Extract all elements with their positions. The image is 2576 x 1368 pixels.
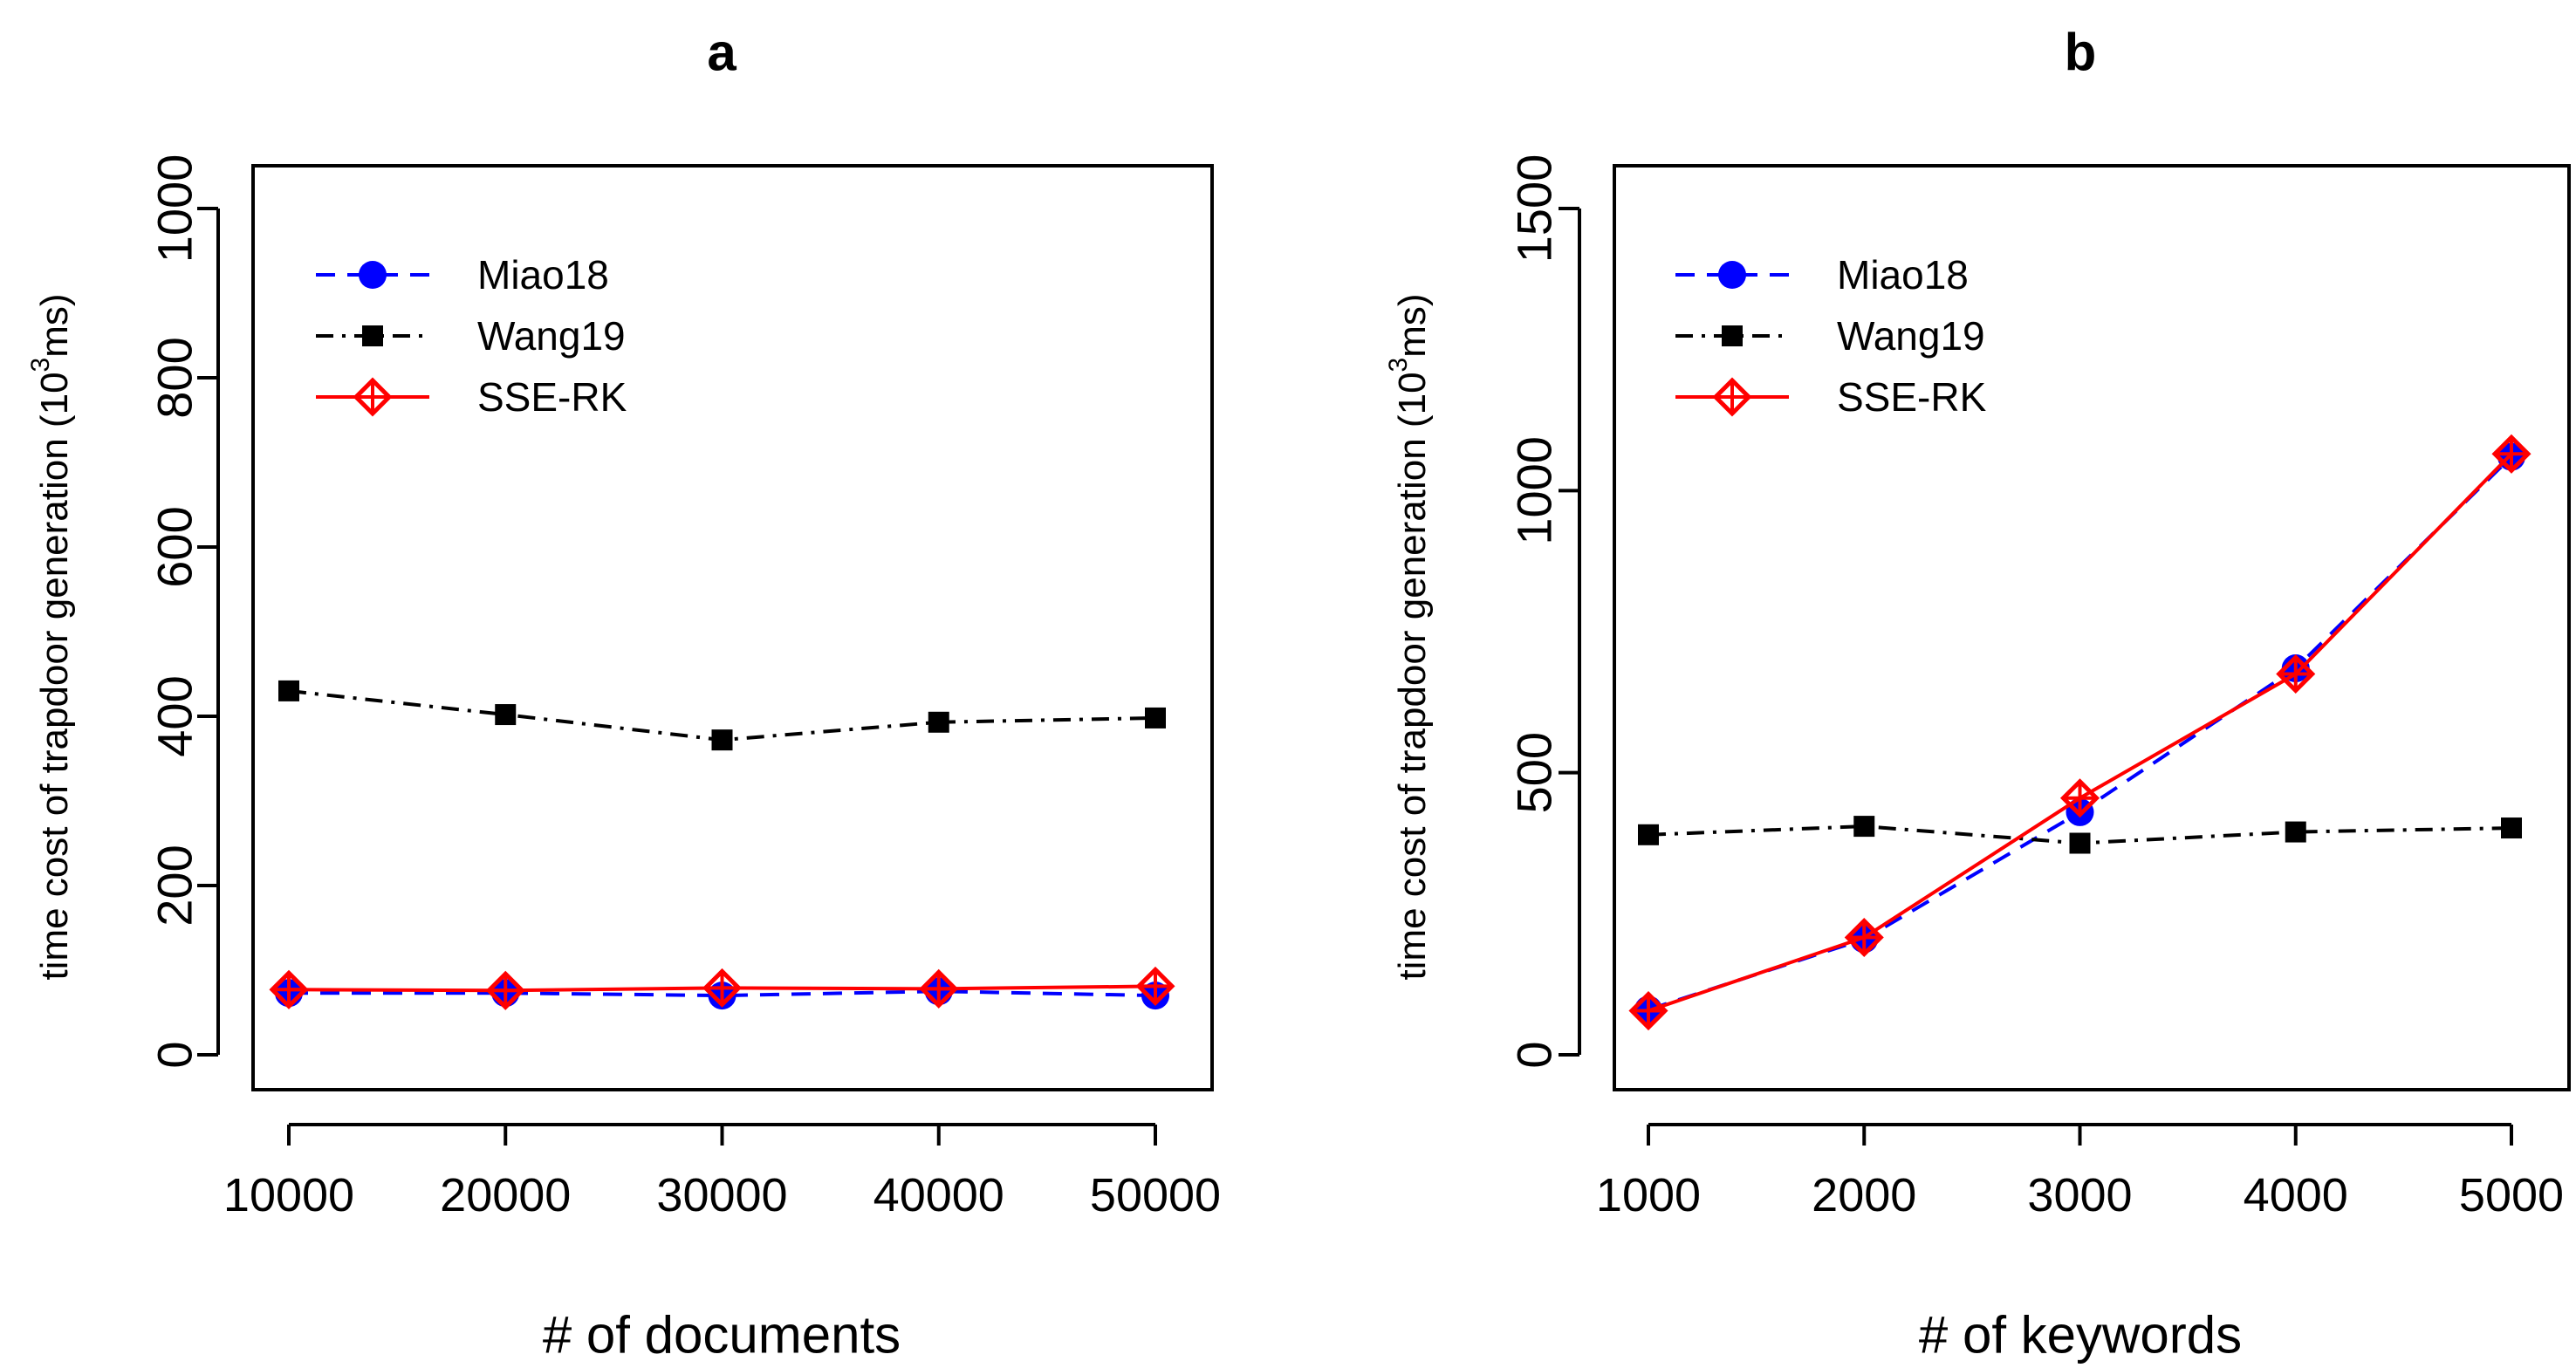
chart-b-series-miao18 [1634,442,2525,1024]
chart-a-y-label-unit-exp: 3 [26,358,55,373]
marker-wang19-2 [1853,816,1875,838]
chart-b-y-label-unit-prefix: ( [1391,414,1434,438]
chart-b-series-wang19 [1638,816,2522,854]
chart-b-legend-label-wang19: Wang19 [1837,313,1985,359]
chart-b-y-tick-label-1500: 1500 [1507,154,1562,263]
marker-sse-rk-2 [1844,917,1884,958]
chart-a-y-tick-label-200: 200 [147,845,202,926]
marker-wang19-3 [2069,832,2091,854]
marker-sse-rk-4 [919,968,959,1009]
chart-a-y-tick-label-800: 800 [147,337,202,418]
marker-wang19-5 [1145,707,1166,728]
chart-a-series-wang19 [278,680,1166,751]
chart-a-y-label-main: time cost of trapdoor generation [33,438,76,980]
chart-b-x-tick-label-4000: 4000 [2244,1169,2348,1221]
marker-legend-sse-rk-1 [1712,377,1752,417]
chart-b-legend: Miao18 Wang19 SSE-RK [1675,252,1987,420]
chart-b-x-tick-label-5000: 5000 [2459,1169,2564,1221]
chart-b: b 0 500 1000 1500 1000 2000 3000 4000 5000 # of ke… [1384,24,2571,1365]
marker-wang19-3 [711,729,733,751]
chart-b-y-label-unit-suffix: ms) [1391,293,1434,357]
chart-a-line-miao18 [289,989,1156,998]
chart-b-y-label: time cost of trapdoor generation (103ms) [1384,293,1434,980]
chart-b-y-label-main: time cost of trapdoor generation [1391,438,1434,980]
chart-b-line-sse-rk [1648,452,2513,1013]
chart-a-legend-label-wang19: Wang19 [477,313,626,359]
marker-wang19-2 [495,704,517,726]
chart-a-legend: Miao18 Wang19 SSE-RK [316,252,627,420]
chart-a-x-tick-label-10000: 10000 [223,1169,354,1221]
chart-a-x-tick-label-20000: 20000 [440,1169,571,1221]
chart-a-y-tick-label-0: 0 [147,1041,202,1068]
marker-wang19-1 [278,680,299,701]
marker-sse-rk-2 [485,970,525,1010]
marker-sse-rk-3 [702,968,743,1008]
chart-a-x-tick-label-50000: 50000 [1090,1169,1221,1221]
chart-a-y-label-unit-suffix: ms) [33,293,76,357]
marker-sse-rk-4 [2276,653,2316,694]
chart-a-plot-frame [251,164,1214,1091]
chart-a: a 0 200 400 600 800 1000 10000 20000 30000 40000 50… [26,24,1222,1365]
chart-a-y-label-unit-base: 10 [33,372,76,414]
marker-legend-miao18-1 [1718,261,1746,289]
chart-a-y-tick-label-400: 400 [147,675,202,756]
marker-wang19-5 [2501,817,2522,839]
chart-a-y-label: time cost of trapdoor generation (103ms) [26,293,76,980]
chart-a-legend-label-miao18: Miao18 [477,252,609,298]
chart-b-legend-label-miao18: Miao18 [1837,252,1969,298]
chart-a-x-label: # of documents [543,1306,901,1365]
marker-legend-sse-rk-1 [353,377,393,417]
chart-a-series-sse-rk [269,966,1175,1010]
marker-legend-wang19-1 [1722,325,1743,346]
chart-a-y-tick-label-1000: 1000 [147,154,202,263]
chart-a-title: a [707,24,736,82]
chart-b-plot-frame [1613,164,2571,1091]
marker-sse-rk-5 [1135,966,1175,1006]
chart-b-title: b [2065,24,2097,82]
marker-sse-rk-5 [2491,434,2531,474]
marker-wang19-4 [2285,821,2306,843]
chart-b-line-miao18 [1648,455,2513,1012]
chart-a-legend-label-sse-rk: SSE-RK [477,374,627,420]
marker-sse-rk-1 [1628,991,1668,1031]
chart-a-x-tick-label-40000: 40000 [874,1169,1004,1221]
marker-legend-wang19-1 [362,325,383,346]
marker-wang19-1 [1638,824,1659,845]
chart-b-y-label-unit-base: 10 [1391,372,1434,414]
chart-b-y-tick-label-500: 500 [1507,732,1562,813]
chart-b-y-tick-label-0: 0 [1507,1041,1562,1068]
marker-sse-rk-3 [2059,778,2100,818]
chart-b-x-label: # of keywords [1919,1306,2242,1365]
chart-b-y-tick-label-1000: 1000 [1507,436,1562,545]
marker-sse-rk-1 [269,969,309,1009]
marker-wang19-4 [928,711,949,733]
chart-a-y-tick-label-600: 600 [147,506,202,587]
marker-legend-miao18-1 [359,261,387,289]
chart-a-x-tick-label-30000: 30000 [656,1169,787,1221]
chart-b-series-sse-rk [1628,434,2531,1031]
chart-b-x-tick-label-2000: 2000 [1812,1169,1916,1221]
chart-a-y-label-unit-prefix: ( [33,414,76,438]
chart-b-x-tick-label-1000: 1000 [1596,1169,1701,1221]
chart-b-x-tick-label-3000: 3000 [2027,1169,2132,1221]
chart-b-legend-label-sse-rk: SSE-RK [1837,374,1987,420]
chart-b-y-label-unit-exp: 3 [1384,358,1413,373]
